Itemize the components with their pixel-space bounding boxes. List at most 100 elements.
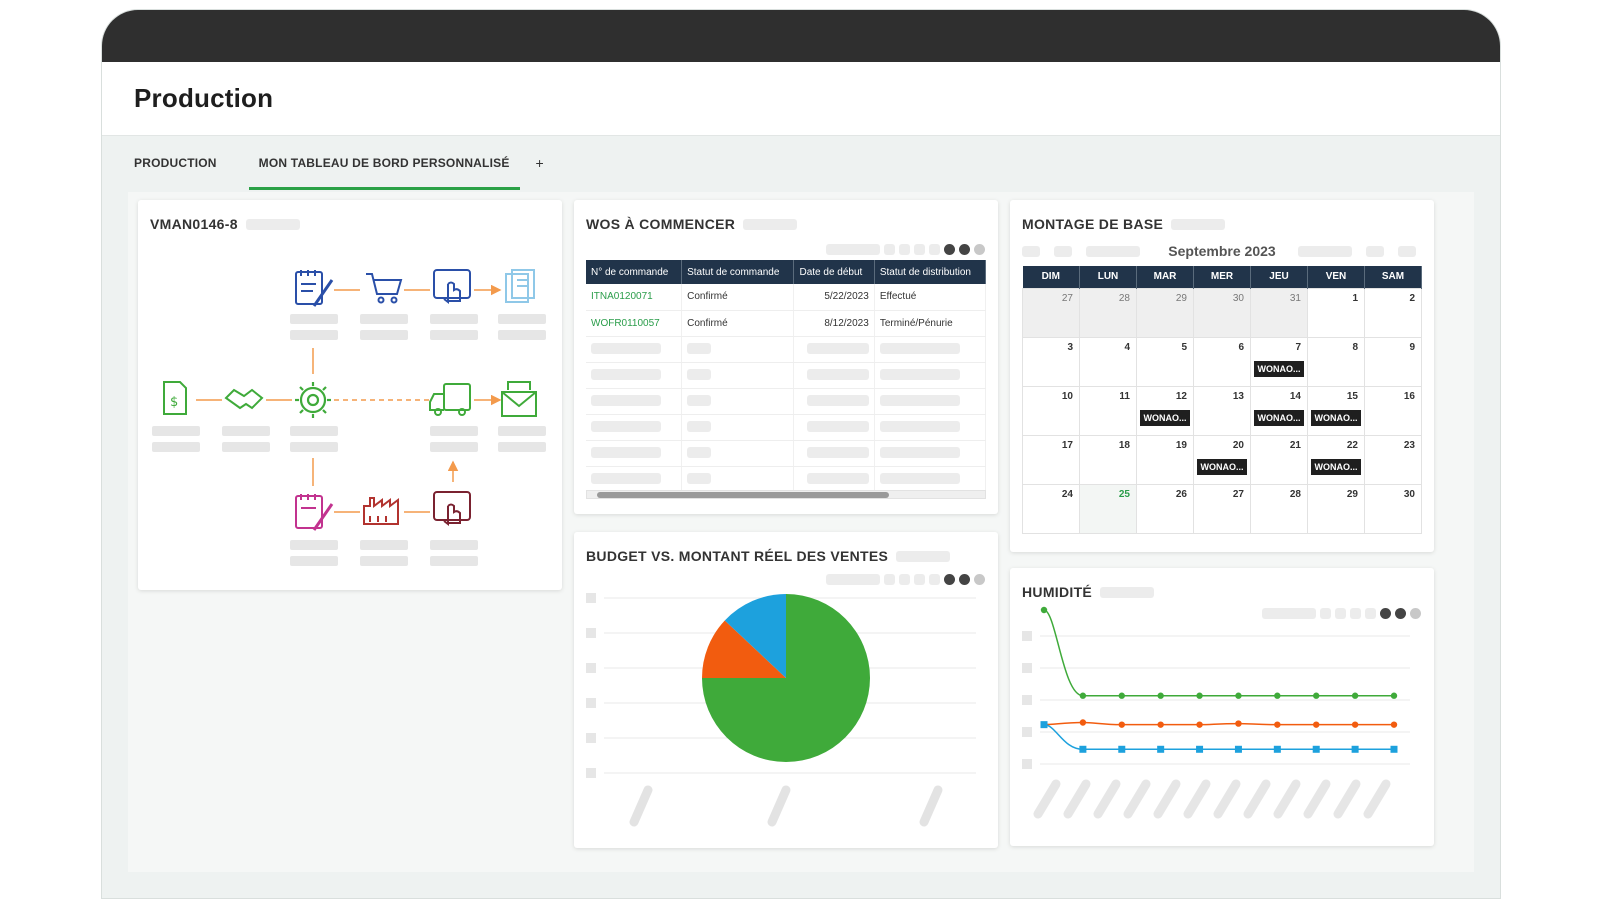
nav-placeholder[interactable] — [1022, 246, 1040, 257]
option-dot[interactable] — [959, 244, 970, 255]
calendar-day[interactable]: 13 — [1193, 385, 1251, 436]
option-dot[interactable] — [1395, 608, 1406, 619]
calendar-day[interactable]: 29 — [1136, 287, 1194, 338]
calendar-day[interactable]: 3 — [1022, 336, 1080, 387]
calendar-day[interactable]: 8 — [1307, 336, 1365, 387]
option-dot[interactable] — [1380, 608, 1391, 619]
nav-placeholder[interactable] — [1086, 246, 1140, 257]
nav-placeholder[interactable] — [1366, 246, 1384, 257]
data-point[interactable] — [1313, 721, 1320, 728]
data-point[interactable] — [1040, 606, 1048, 614]
calendar-day[interactable]: 26 — [1136, 483, 1194, 534]
option-dot[interactable] — [944, 574, 955, 585]
calendar-day[interactable]: 10 — [1022, 385, 1080, 436]
calendar-day[interactable]: 30 — [1364, 483, 1422, 534]
data-point[interactable] — [1274, 721, 1281, 728]
calendar-event[interactable]: WONAO... — [1311, 458, 1361, 475]
data-point[interactable] — [1157, 692, 1164, 699]
add-tab-button[interactable]: + — [535, 155, 544, 171]
data-point[interactable] — [1351, 745, 1359, 753]
calendar-event[interactable]: WONAO... — [1197, 458, 1247, 475]
calendar-day[interactable]: 19 — [1136, 434, 1194, 485]
data-point[interactable] — [1118, 745, 1126, 753]
calendar-day[interactable]: 7 WONAO... — [1250, 336, 1308, 387]
data-point[interactable] — [1351, 692, 1359, 699]
column-header[interactable]: Statut de distribution — [874, 260, 987, 284]
data-point[interactable] — [1040, 721, 1048, 729]
option-dot[interactable] — [974, 244, 985, 255]
calendar-day[interactable]: 27 — [1193, 483, 1251, 534]
data-point[interactable] — [1235, 720, 1242, 727]
calendar-day[interactable]: 12 WONAO... — [1136, 385, 1194, 436]
data-point[interactable] — [1118, 692, 1125, 699]
data-point[interactable] — [1079, 692, 1087, 699]
calendar-day[interactable]: 11 — [1079, 385, 1137, 436]
data-point[interactable] — [1313, 692, 1320, 699]
data-point[interactable] — [1157, 745, 1165, 753]
calendar-day[interactable]: 28 — [1250, 483, 1308, 534]
column-header[interactable]: Statut de commande — [681, 260, 795, 284]
column-header[interactable]: N° de commande — [586, 260, 683, 284]
calendar-event[interactable]: WONAO... — [1311, 409, 1361, 426]
data-point[interactable] — [1274, 692, 1281, 699]
option-dot[interactable] — [1410, 608, 1421, 619]
data-point[interactable] — [1235, 692, 1242, 699]
nav-placeholder[interactable] — [1398, 246, 1416, 257]
calendar-day[interactable]: 20 WONAO... — [1193, 434, 1251, 485]
calendar-day[interactable]: 6 — [1193, 336, 1251, 387]
data-point[interactable] — [1196, 745, 1204, 753]
calendar-day[interactable]: 29 — [1307, 483, 1365, 534]
pie-slice[interactable] — [702, 620, 786, 678]
horizontal-scrollbar[interactable] — [586, 490, 986, 499]
data-point[interactable] — [1273, 745, 1281, 753]
calendar-day[interactable]: 14 WONAO... — [1250, 385, 1308, 436]
calendar-event[interactable]: WONAO... — [1140, 409, 1190, 426]
data-point[interactable] — [1390, 721, 1398, 728]
tab-custom-dashboard[interactable]: MON TABLEAU DE BORD PERSONNALISÉ — [248, 136, 520, 190]
calendar-day[interactable]: 17 — [1022, 434, 1080, 485]
data-point[interactable] — [1234, 745, 1242, 753]
data-point[interactable] — [1157, 721, 1164, 728]
calendar-day[interactable]: 31 — [1250, 287, 1308, 338]
calendar-day[interactable]: 28 — [1079, 287, 1137, 338]
tab-production[interactable]: PRODUCTION — [134, 156, 217, 170]
pie-slice[interactable] — [724, 594, 786, 678]
calendar-day[interactable]: 5 — [1136, 336, 1194, 387]
data-point[interactable] — [1118, 721, 1125, 728]
option-dot[interactable] — [974, 574, 985, 585]
calendar-day[interactable]: 30 — [1193, 287, 1251, 338]
calendar-day[interactable]: 22 WONAO... — [1307, 434, 1365, 485]
data-point[interactable] — [1196, 721, 1203, 728]
calendar-event[interactable]: WONAO... — [1254, 409, 1304, 426]
data-point[interactable] — [1390, 692, 1398, 699]
nav-placeholder[interactable] — [1298, 246, 1352, 257]
data-point[interactable] — [1390, 745, 1398, 753]
calendar-day[interactable]: 18 — [1079, 434, 1137, 485]
table-row[interactable]: ITNA0120071 Confirmé 5/22/2023 Effectué — [586, 284, 987, 311]
order-number-link[interactable]: ITNA0120071 — [586, 284, 683, 311]
calendar-day[interactable]: 24 — [1022, 483, 1080, 534]
calendar-day[interactable]: 9 — [1364, 336, 1422, 387]
scrollbar-thumb[interactable] — [597, 492, 889, 498]
calendar-day[interactable]: 4 — [1079, 336, 1137, 387]
calendar-event[interactable]: WONAO... — [1254, 360, 1304, 377]
data-point[interactable] — [1312, 745, 1320, 753]
calendar-day[interactable]: 15 WONAO... — [1307, 385, 1365, 436]
order-number-link[interactable]: WOFR0110057 — [586, 310, 683, 337]
calendar-day[interactable]: 16 — [1364, 385, 1422, 436]
data-point[interactable] — [1351, 721, 1359, 728]
option-dot[interactable] — [944, 244, 955, 255]
calendar-day[interactable]: 21 — [1250, 434, 1308, 485]
nav-placeholder[interactable] — [1054, 246, 1072, 257]
calendar-day-today[interactable]: 25 — [1079, 483, 1137, 534]
calendar-day[interactable]: 27 — [1022, 287, 1080, 338]
column-header[interactable]: Date de début — [793, 260, 875, 284]
data-point[interactable] — [1079, 719, 1087, 726]
data-point[interactable] — [1196, 692, 1203, 699]
calendar-day[interactable]: 1 — [1307, 287, 1365, 338]
calendar-day[interactable]: 2 — [1364, 287, 1422, 338]
data-point[interactable] — [1079, 745, 1087, 753]
calendar-day[interactable]: 23 — [1364, 434, 1422, 485]
option-dot[interactable] — [959, 574, 970, 585]
table-row[interactable]: WOFR0110057 Confirmé 8/12/2023 Terminé/P… — [586, 310, 987, 337]
